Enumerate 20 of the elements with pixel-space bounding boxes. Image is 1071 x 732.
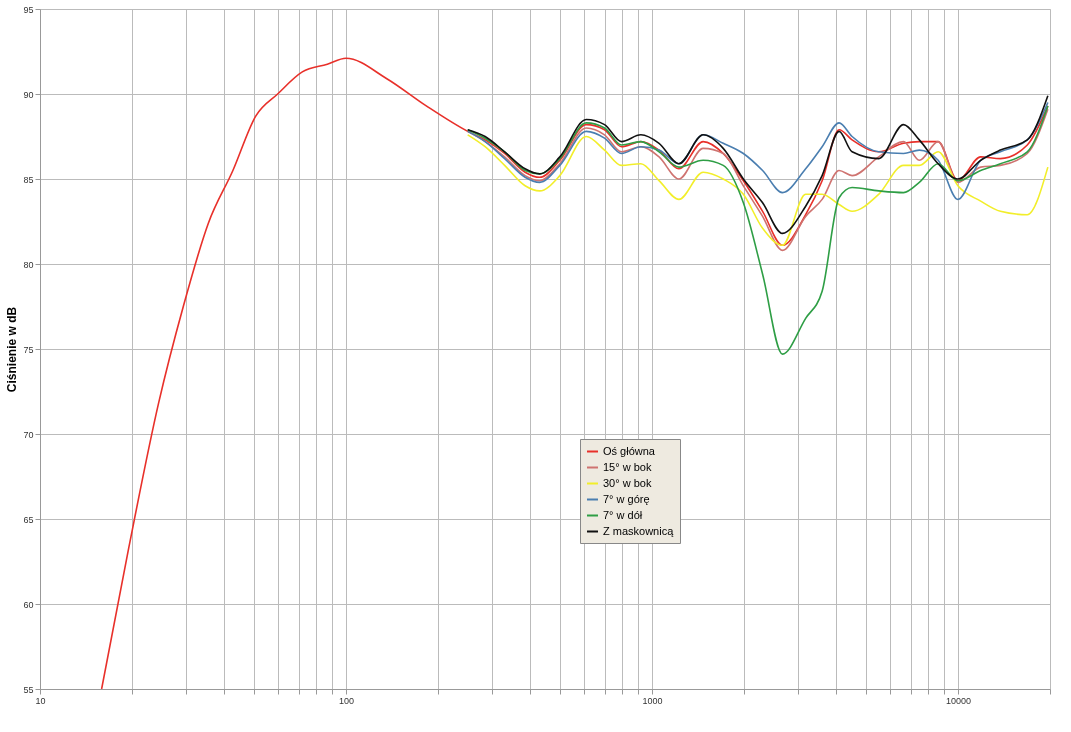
x-tick-label: 100 <box>338 695 354 706</box>
y-tick-label: 80 <box>23 259 34 270</box>
y-tick-label: 65 <box>23 514 34 525</box>
y-tick-label: 55 <box>23 684 34 695</box>
y-tick-label: 75 <box>23 344 34 355</box>
x-tick-label: 10 <box>35 695 46 706</box>
legend-label: 15° w bok <box>603 460 652 473</box>
y-tick-label: 95 <box>23 4 34 15</box>
x-tick-label: 1000 <box>642 695 663 706</box>
legend-label: Z maskownicą <box>603 524 675 537</box>
legend-label: Oś główna <box>603 444 656 457</box>
legend-label: 7° w górę <box>603 492 650 505</box>
y-tick-label: 70 <box>23 429 34 440</box>
x-tick-label: 10000 <box>945 695 971 706</box>
y-tick-label: 60 <box>23 599 34 610</box>
y-tick-label: 85 <box>23 174 34 185</box>
legend-label: 30° w bok <box>603 476 652 489</box>
y-tick-label: 90 <box>23 89 34 100</box>
y-axis-title: Ciśnienie w dB <box>5 306 20 393</box>
legend-label: 7° w dół <box>603 508 643 521</box>
